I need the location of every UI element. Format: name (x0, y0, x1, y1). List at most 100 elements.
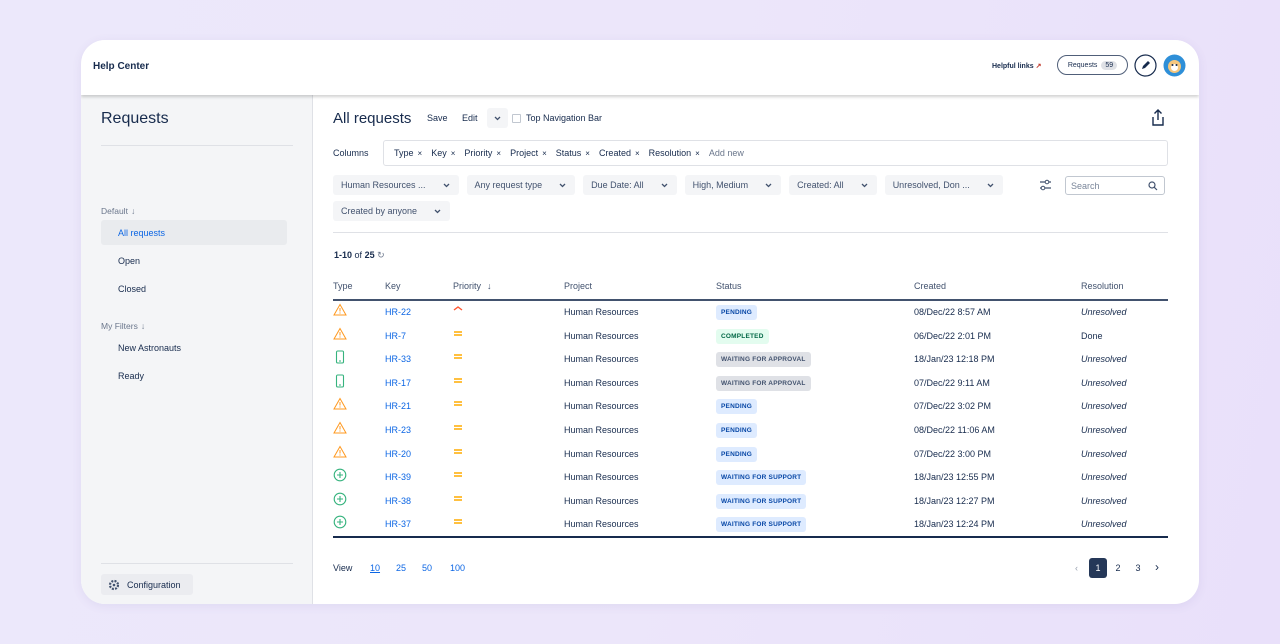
search-placeholder[interactable]: Search (1071, 181, 1100, 191)
filter-label[interactable]: Created by anyone (341, 206, 418, 216)
page-button[interactable]: 1 (1089, 558, 1107, 578)
filter-dropdown[interactable]: Created by anyone (333, 201, 451, 221)
sidebar-item[interactable]: Ready (101, 363, 287, 388)
filter-label[interactable]: Any request type (474, 180, 543, 190)
remove-icon[interactable]: × (450, 148, 456, 158)
column-name[interactable]: Status (555, 148, 582, 158)
avatar[interactable] (1163, 54, 1186, 77)
add-new[interactable]: Add new (708, 148, 744, 158)
column-chip[interactable]: Priority × (464, 148, 501, 158)
column-chip[interactable]: Project × (510, 148, 547, 158)
column-header-label[interactable]: Type (333, 281, 353, 291)
remove-icon[interactable]: × (585, 148, 590, 158)
helpful-links[interactable]: Helpful links ↗ (992, 63, 1042, 70)
sidebar-item-label[interactable]: Closed (118, 284, 147, 294)
sidebar-item-label[interactable]: Ready (118, 371, 145, 381)
save-button[interactable]: Save (427, 113, 448, 123)
column-name[interactable]: Created (598, 148, 631, 158)
issue-key[interactable]: HR-38 (385, 495, 412, 506)
requests-label[interactable]: Requests (1067, 61, 1098, 69)
column-chip[interactable]: Resolution × (649, 148, 700, 158)
sidebar-item-label[interactable]: All requests (118, 228, 166, 238)
sidebar-item[interactable]: Closed (101, 276, 287, 301)
sidebar-item-label[interactable]: New Astronauts (118, 343, 182, 353)
filter-dropdown[interactable]: High, Medium (684, 175, 782, 195)
remove-icon[interactable]: × (542, 148, 547, 158)
column-header-label[interactable]: Created (914, 281, 947, 291)
helpful-links-label[interactable]: Helpful links (992, 63, 1034, 70)
column-name[interactable]: Priority (464, 148, 493, 158)
next-page[interactable]: › (1155, 560, 1159, 574)
page-size[interactable]: 10 (370, 563, 381, 573)
column-header[interactable]: Key (385, 280, 401, 292)
issue-key[interactable]: HR-7 (385, 330, 407, 341)
filter-label[interactable]: Created: All (797, 180, 844, 190)
filter-dropdown[interactable]: Any request type (466, 175, 576, 195)
prev-page[interactable]: ‹ (1075, 563, 1078, 573)
filter-label[interactable]: Unresolved, Don ... (892, 180, 970, 190)
issue-key[interactable]: HR-37 (385, 519, 412, 530)
column-header[interactable]: Resolution (1081, 280, 1124, 292)
filter-settings-icon[interactable] (1039, 179, 1052, 191)
column-header-label[interactable]: Key (385, 281, 401, 291)
more-dropdown[interactable] (487, 108, 508, 128)
issue-key[interactable]: HR-17 (385, 377, 412, 388)
filter-dropdown[interactable]: Created: All (789, 175, 877, 195)
filter-dropdown[interactable]: Unresolved, Don ... (884, 175, 1003, 195)
column-header-label[interactable]: Project (564, 281, 593, 291)
columns-field[interactable]: Type × Key × Priority × Project × Status × Created… (383, 140, 1168, 166)
column-chip[interactable]: Key × (431, 148, 455, 158)
page-number[interactable]: 1 (1095, 563, 1101, 573)
sidebar-item-label[interactable]: Open (118, 256, 141, 266)
sidebar-item[interactable]: New Astronauts (101, 335, 287, 360)
page-button[interactable]: 2 (1109, 558, 1127, 578)
issue-key[interactable]: HR-39 (385, 472, 412, 483)
filter-dropdown[interactable]: Due Date: All (583, 175, 677, 195)
column-chip[interactable]: Created × (599, 148, 640, 158)
column-chip[interactable]: Status × (556, 148, 590, 158)
column-header[interactable]: Created (914, 280, 946, 292)
page-number[interactable]: 3 (1135, 563, 1141, 573)
remove-icon[interactable]: × (695, 148, 700, 158)
search-box[interactable]: Search (1065, 176, 1165, 195)
requests-button[interactable]: Requests 59 (1057, 55, 1128, 75)
share-icon[interactable] (1151, 109, 1165, 126)
sidebar-item[interactable]: All requests (101, 220, 287, 245)
column-header-label[interactable]: Priority (453, 281, 482, 291)
issue-key[interactable]: HR-20 (385, 448, 412, 459)
configuration-button[interactable]: Configuration (101, 574, 193, 595)
column-name[interactable]: Project (510, 148, 539, 158)
page-number[interactable]: 2 (1115, 563, 1121, 573)
filter-dropdown[interactable]: Human Resources ... (333, 175, 459, 195)
page-button[interactable]: 3 (1129, 558, 1147, 578)
remove-icon[interactable]: × (496, 148, 502, 158)
configuration-label[interactable]: Configuration (127, 579, 181, 590)
requests-count[interactable]: 59 (1101, 60, 1118, 70)
issue-key[interactable]: HR-33 (385, 354, 412, 365)
column-header-label[interactable]: Resolution (1081, 281, 1124, 291)
column-name[interactable]: Key (431, 148, 447, 158)
edit-button[interactable] (1134, 54, 1157, 77)
issue-key[interactable]: HR-23 (385, 425, 412, 435)
checkbox-label[interactable]: Top Navigation Bar (526, 113, 603, 123)
remove-icon[interactable]: × (634, 148, 640, 158)
page-size[interactable]: 50 (422, 563, 433, 573)
page-size[interactable]: 100 (450, 563, 466, 573)
filter-label[interactable]: High, Medium (692, 180, 749, 190)
edit-button[interactable]: Edit (462, 113, 478, 123)
sidebar-item[interactable]: Open (101, 248, 287, 273)
checkbox[interactable] (512, 114, 521, 123)
column-header-label[interactable]: Status (716, 281, 742, 291)
column-name[interactable]: Resolution (648, 148, 692, 158)
page-size[interactable]: 25 (396, 563, 407, 573)
remove-icon[interactable]: × (417, 148, 423, 158)
column-chip[interactable]: Type × (394, 148, 422, 158)
column-header[interactable]: Type (333, 280, 353, 292)
filter-label[interactable]: Due Date: All (591, 180, 644, 190)
column-header[interactable]: Priority ↓ (453, 280, 492, 292)
filter-label[interactable]: Human Resources ... (341, 180, 426, 190)
issue-key[interactable]: HR-22 (385, 307, 412, 317)
issue-key[interactable]: HR-21 (385, 401, 412, 412)
column-header[interactable]: Project (564, 280, 592, 292)
column-name[interactable]: Type (394, 148, 414, 158)
